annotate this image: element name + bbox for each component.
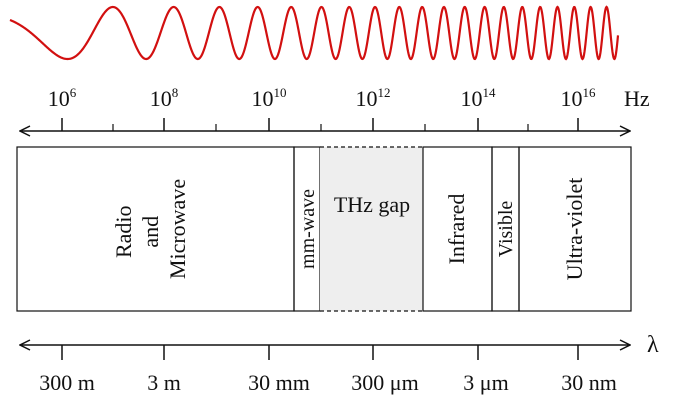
frequency-tick-label: 1014 <box>461 85 497 111</box>
wavelength-unit-label: λ <box>647 332 659 358</box>
frequency-tick-labels: 106 108 1010 1012 1014 1016 <box>48 85 596 111</box>
frequency-unit-label: Hz <box>624 86 650 111</box>
frequency-tick-label: 106 <box>48 85 77 111</box>
frequency-tick-label: 108 <box>150 85 179 111</box>
chirped-wave <box>9 5 620 61</box>
band-label-radio-microwave: Radio and Microwave <box>111 179 190 279</box>
wavelength-tick-label: 30 mm <box>248 370 310 395</box>
wavelength-tick-label: 30 nm <box>561 370 617 395</box>
band-box-ultra-violet <box>518 146 632 312</box>
band-box-thz-gap-fill <box>320 147 423 311</box>
band-label-mm-wave: mm-wave <box>297 189 319 269</box>
wavelength-axis-ticks <box>61 345 579 360</box>
frequency-tick-label: 1016 <box>561 85 597 111</box>
wavelength-tick-labels: 300 m 3 m 30 mm 300 μm 3 μm 30 nm <box>39 370 617 395</box>
frequency-tick-label: 1010 <box>252 85 287 111</box>
band-label-visible: Visible <box>495 201 517 258</box>
wavelength-tick-label: 300 m <box>39 370 95 395</box>
band-label-infrared: Infrared <box>444 194 469 265</box>
band-label-thz-gap: THz gap <box>334 192 410 217</box>
wavelength-tick-label: 300 μm <box>351 370 418 395</box>
band-label-ultra-violet: Ultra-violet <box>562 178 587 281</box>
frequency-axis-ticks <box>61 118 579 131</box>
frequency-tick-label: 1012 <box>356 85 391 111</box>
wavelength-tick-label: 3 μm <box>463 370 508 395</box>
spectrum-band-boxes <box>16 146 632 312</box>
wavelength-tick-label: 3 m <box>147 370 181 395</box>
